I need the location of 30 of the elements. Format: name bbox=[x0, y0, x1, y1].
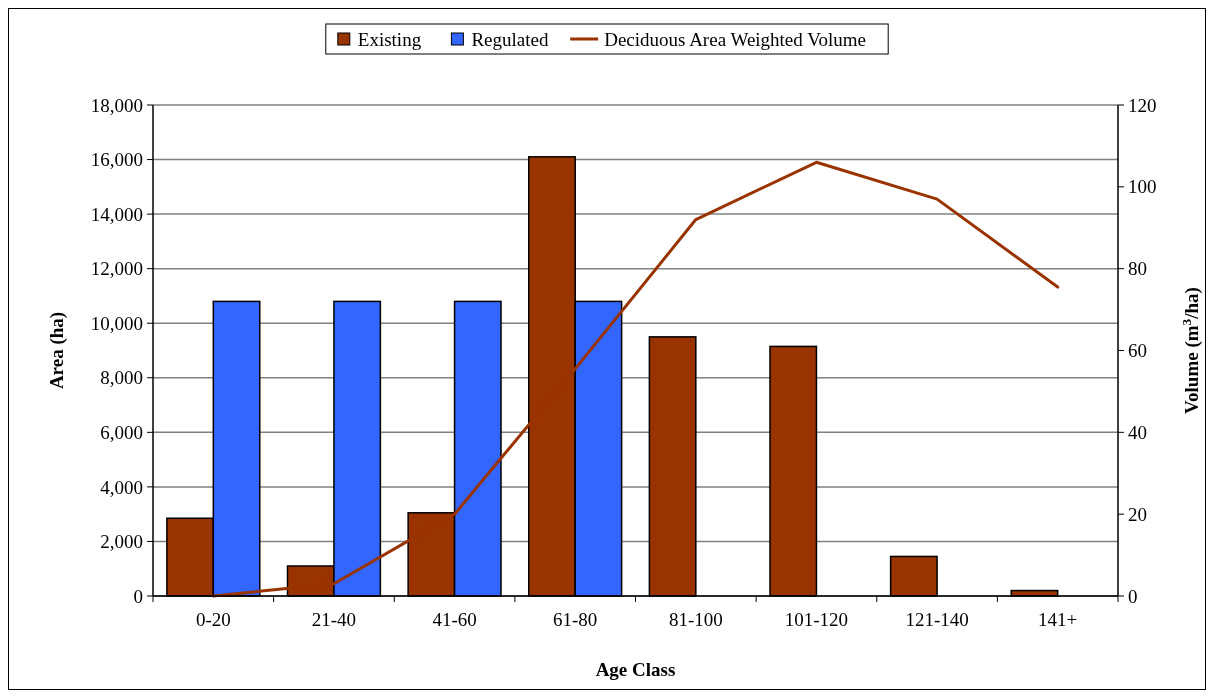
y2-tick-label: 60 bbox=[1128, 340, 1147, 362]
y-tick-label: 8,000 bbox=[100, 367, 143, 389]
y2-tick-label: 80 bbox=[1128, 258, 1147, 280]
legend-label: Regulated bbox=[471, 28, 549, 50]
x-tick-label: 41-60 bbox=[432, 609, 477, 630]
x-tick-label: 121-140 bbox=[905, 609, 969, 630]
y-tick-label: 12,000 bbox=[90, 258, 143, 280]
y2-tick-label: 0 bbox=[1128, 585, 1138, 607]
y-tick-label: 6,000 bbox=[100, 421, 143, 443]
y2-tick-label: 40 bbox=[1128, 421, 1147, 443]
legend-label: Deciduous Area Weighted Volume bbox=[604, 28, 866, 50]
x-tick-label: 61-80 bbox=[553, 609, 598, 630]
x-tick-label: 81-100 bbox=[668, 609, 723, 630]
y-axis-title: Area (ha) bbox=[46, 311, 68, 390]
x-tick-label: 0-20 bbox=[195, 609, 231, 630]
y2-tick-label: 20 bbox=[1128, 503, 1147, 525]
y-tick-label: 4,000 bbox=[100, 476, 143, 498]
y2-tick-label: 120 bbox=[1128, 94, 1157, 116]
y-tick-label: 18,000 bbox=[90, 94, 143, 116]
y-tick-label: 16,000 bbox=[90, 149, 143, 171]
x-tick-label: 101-120 bbox=[784, 609, 849, 630]
y-tick-label: 14,000 bbox=[90, 203, 143, 225]
x-tick-label: 21-40 bbox=[311, 609, 357, 630]
y-tick-label: 0 bbox=[133, 585, 143, 607]
y-tick-label: 2,000 bbox=[100, 531, 143, 553]
legend-label: Existing bbox=[357, 28, 422, 50]
y-tick-label: 10,000 bbox=[90, 312, 143, 334]
x-tick-label: 141+ bbox=[1038, 609, 1078, 630]
y2-tick-label: 100 bbox=[1128, 176, 1157, 198]
x-axis-title: Age Class bbox=[595, 659, 676, 680]
